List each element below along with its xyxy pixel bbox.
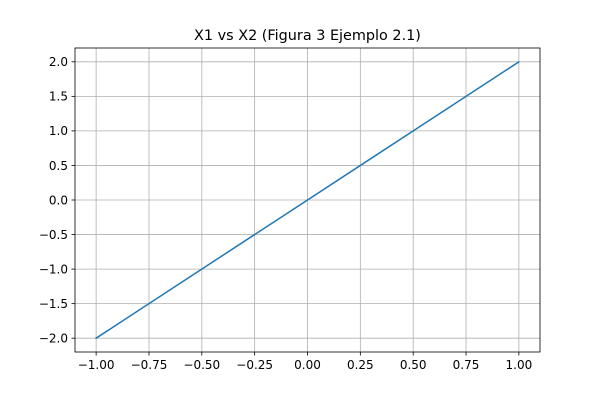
- x-axis: −1.00 −0.75 −0.50 −0.25 0.00 0.25 0.50 0.75 1.00: [78, 352, 532, 372]
- y-tick-label: −2.0: [39, 331, 68, 345]
- y-tick-label: 1.0: [49, 124, 68, 138]
- x-tick-label: −1.00: [78, 358, 115, 372]
- x-tick-label: −0.25: [236, 358, 273, 372]
- y-tick-label: 2.0: [49, 55, 68, 69]
- chart-title: X1 vs X2 (Figura 3 Ejemplo 2.1): [194, 28, 421, 44]
- x-tick-label: 0.50: [400, 358, 427, 372]
- x-tick-label: 0.75: [453, 358, 480, 372]
- y-tick-label: −0.5: [39, 228, 68, 242]
- y-tick-label: −1.0: [39, 262, 68, 276]
- series-line: [95, 61, 520, 340]
- x-tick-label: −0.75: [131, 358, 168, 372]
- series-layer: [95, 61, 520, 340]
- y-tick-label: 1.5: [49, 90, 68, 104]
- x-tick-label: 1.00: [506, 358, 533, 372]
- y-tick-label: −1.5: [39, 297, 68, 311]
- y-tick-label: 0.5: [49, 159, 68, 173]
- x-tick-label: 0.00: [294, 358, 321, 372]
- x-tick-label: 0.25: [347, 358, 374, 372]
- y-tick-label: 0.0: [49, 193, 68, 207]
- y-axis: −2.0 −1.5 −1.0 −0.5 0.0 0.5 1.0 1.5 2.0: [39, 55, 75, 345]
- x-tick-label: −0.50: [183, 358, 220, 372]
